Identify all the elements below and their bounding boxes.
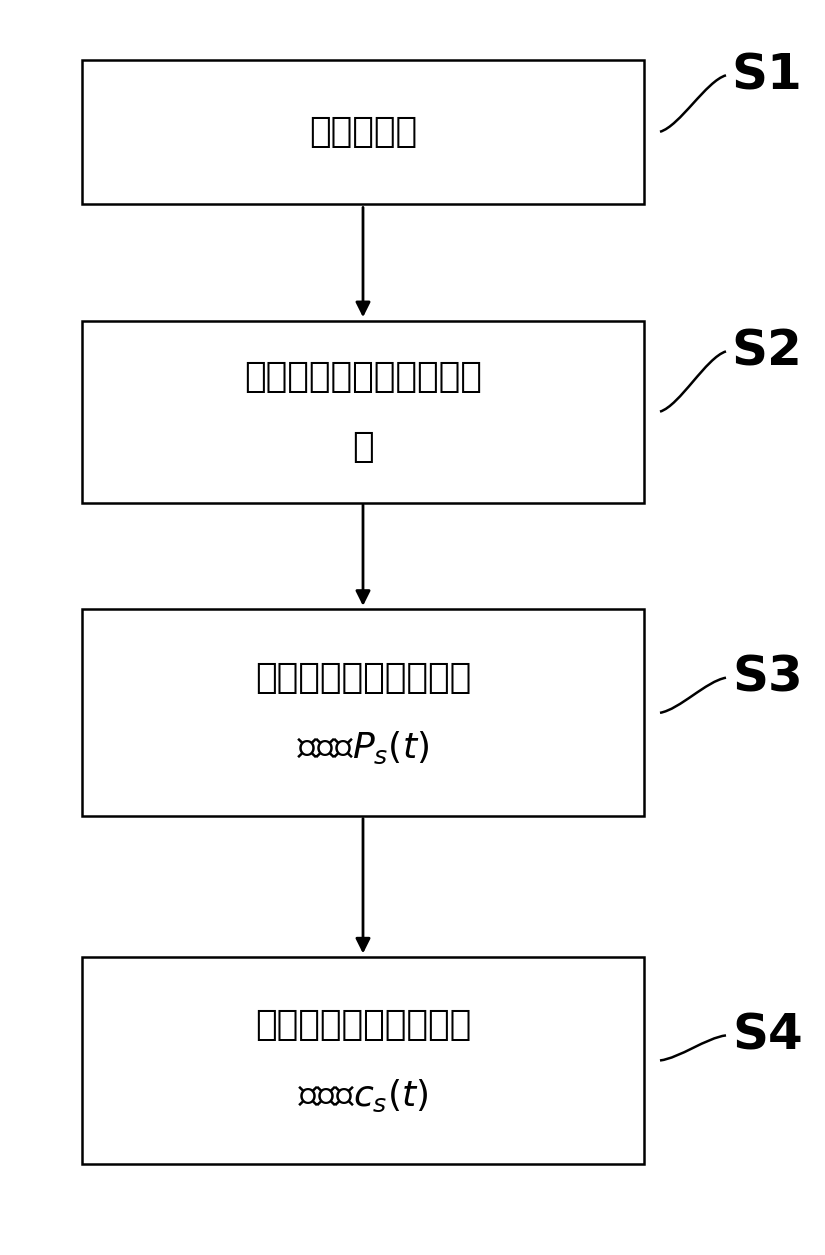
- Text: 度: 度: [352, 429, 374, 464]
- Text: 选择包含不稳定波的分: 选择包含不稳定波的分: [255, 1008, 471, 1043]
- Bar: [82, 610, 644, 817]
- Text: S2: S2: [732, 328, 803, 375]
- Text: S4: S4: [732, 1012, 803, 1059]
- Text: 信号预处理: 信号预处理: [309, 114, 417, 149]
- Text: S3: S3: [732, 654, 803, 702]
- Text: S1: S1: [732, 51, 803, 99]
- Text: 量信号$c_s(t)$: 量信号$c_s(t)$: [298, 1078, 428, 1113]
- Text: 计算脉动信号的能谱密度: 计算脉动信号的能谱密度: [244, 359, 482, 394]
- Bar: [82, 60, 644, 205]
- Bar: [82, 958, 644, 1165]
- Text: 量信号$P_s(t)$: 量信号$P_s(t)$: [297, 730, 429, 766]
- Text: 选择包含不稳定波的分: 选择包含不稳定波的分: [255, 660, 471, 695]
- Bar: [82, 320, 644, 502]
